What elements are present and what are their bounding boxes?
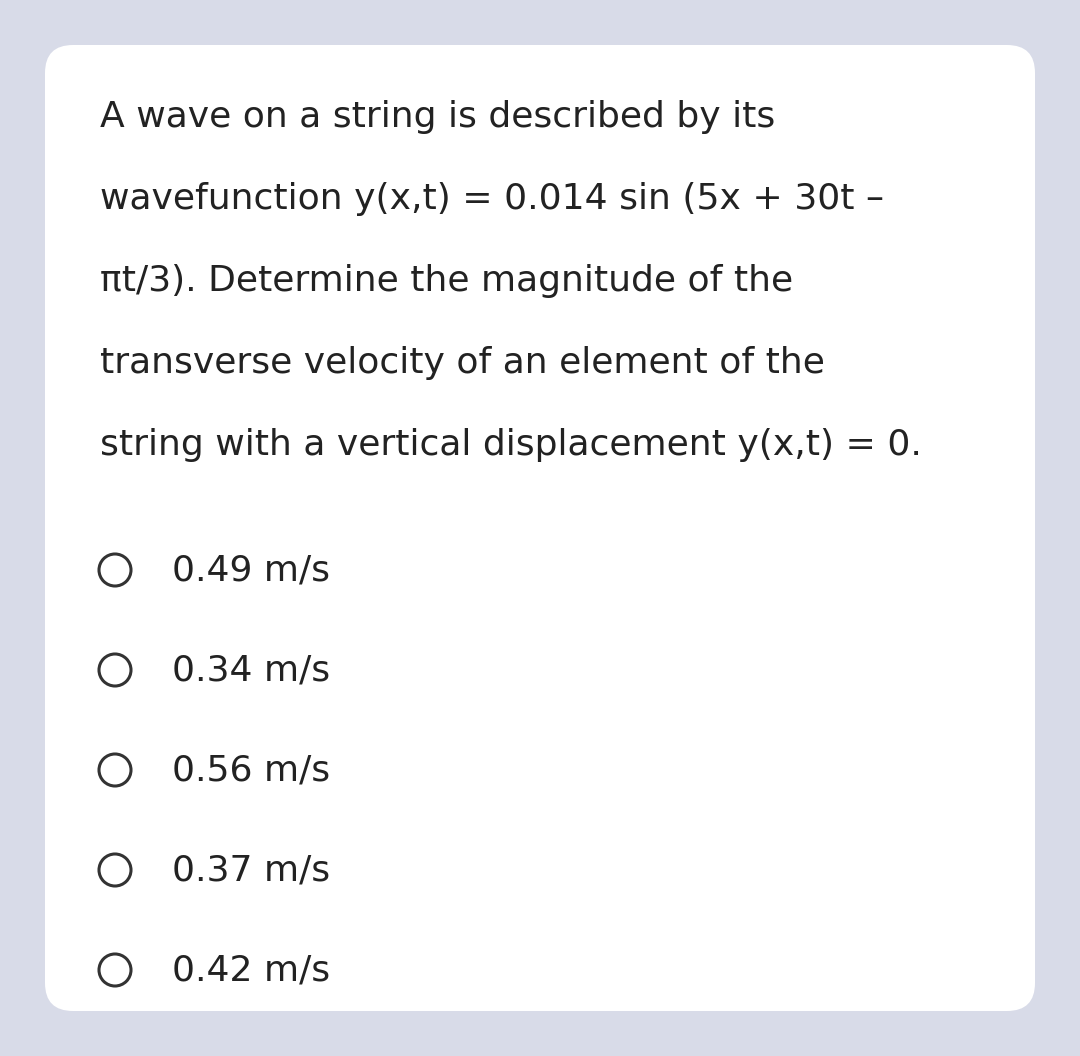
Text: 0.37 m/s: 0.37 m/s [172, 853, 330, 887]
FancyBboxPatch shape [45, 45, 1035, 1011]
Text: string with a vertical displacement y(x,t) = 0.: string with a vertical displacement y(x,… [100, 428, 922, 463]
Text: 0.56 m/s: 0.56 m/s [172, 753, 330, 787]
Text: 0.49 m/s: 0.49 m/s [172, 553, 330, 587]
Text: 0.42 m/s: 0.42 m/s [172, 953, 330, 987]
Text: πt/3). Determine the magnitude of the: πt/3). Determine the magnitude of the [100, 264, 793, 298]
Text: A wave on a string is described by its: A wave on a string is described by its [100, 100, 775, 134]
Text: transverse velocity of an element of the: transverse velocity of an element of the [100, 346, 825, 380]
Text: 0.34 m/s: 0.34 m/s [172, 653, 330, 687]
Text: wavefunction y(x,t) = 0.014 sin (5x + 30t –: wavefunction y(x,t) = 0.014 sin (5x + 30… [100, 182, 885, 216]
